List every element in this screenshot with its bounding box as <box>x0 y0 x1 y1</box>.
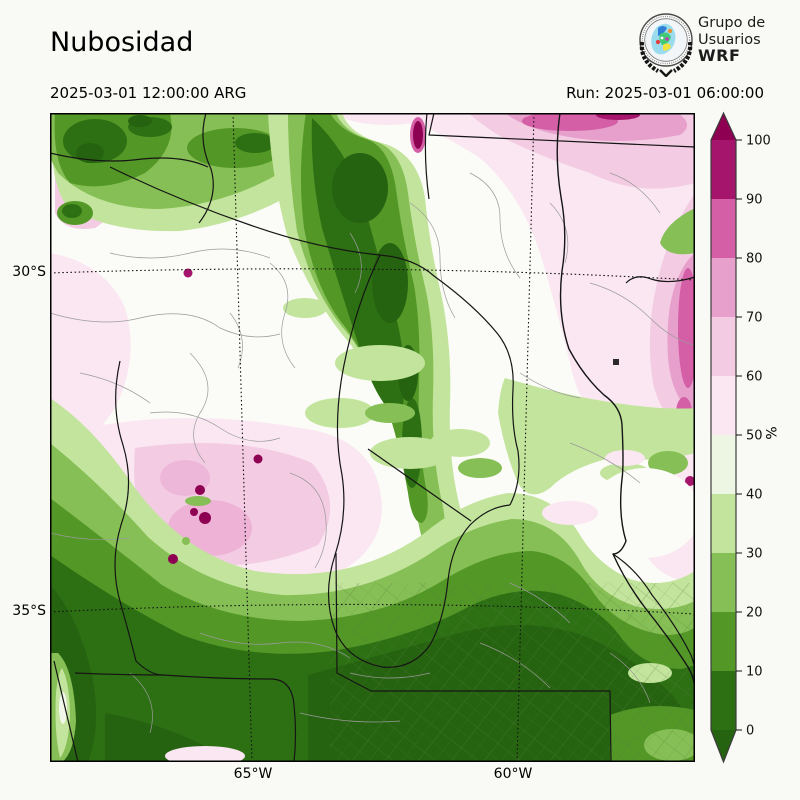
colorbar-tick-label-80: 80 <box>746 252 763 267</box>
colorbar-bin-20-30 <box>711 553 736 612</box>
ytick-30S: 30°S <box>12 264 46 280</box>
colorbar-tick-label-50: 50 <box>746 429 763 444</box>
xtick-65W: 65°W <box>233 766 273 782</box>
cloud-cover-map <box>50 113 695 762</box>
colorbar-tick-label-10: 10 <box>746 665 763 680</box>
logo-line-1: Grupo de <box>698 15 766 31</box>
map-graticule <box>50 113 695 762</box>
colorbar-under-arrow <box>711 730 736 762</box>
map-border <box>50 113 695 762</box>
colorbar-bin-70-80 <box>711 258 736 317</box>
xtick-60W: 60°W <box>493 766 533 782</box>
colorbar-tick-label-70: 70 <box>746 311 763 326</box>
valid-time-label: 2025-03-01 12:00:00 ARG <box>50 84 247 102</box>
emblem-radar-map <box>651 23 676 55</box>
colorbar-bin-50-60 <box>711 376 736 435</box>
colorbar-bin-90-100 <box>711 140 736 199</box>
colorbar-tick-label-100: 100 <box>746 134 771 149</box>
colorbar-tick-label-30: 30 <box>746 547 763 562</box>
colorbar: 0 10 20 30 40 50 60 70 80 90 100 <box>710 111 771 764</box>
logo-wordmark: Grupo de Usuarios WRF <box>698 15 765 65</box>
logo-line-3: WRF <box>698 46 741 65</box>
colorbar-bin-10-20 <box>711 612 736 671</box>
colorbar-tick-label-60: 60 <box>746 370 763 385</box>
map-pink-spot-overlays <box>165 450 695 762</box>
map-province-boundaries <box>50 113 695 762</box>
colorbar-tick-label-40: 40 <box>746 488 763 503</box>
colorbar-tick-label-90: 90 <box>746 193 763 208</box>
colorbar-tick-label-20: 20 <box>746 606 763 621</box>
page-title: Nubosidad <box>50 27 194 58</box>
run-time-label: Run: 2025-03-01 06:00:00 <box>566 84 764 102</box>
logo-line-2: Usuarios <box>698 31 761 48</box>
wrf-users-group-emblem-icon <box>639 13 693 77</box>
colorbar-bin-0-10 <box>711 671 736 730</box>
colorbar-bin-30-40 <box>711 494 736 553</box>
colorbar-bin-60-70 <box>711 317 736 376</box>
colorbar-tick-label-0: 0 <box>746 724 754 739</box>
emblem-laurel-wreath <box>639 41 693 77</box>
ytick-35S: 35°S <box>12 603 46 619</box>
colorbar-bin-40-50 <box>711 435 736 494</box>
map-parcel-texture <box>330 583 695 762</box>
map-admin-boundaries <box>50 172 695 734</box>
colorbar-bin-80-90 <box>711 199 736 258</box>
colorbar-over-arrow <box>711 113 736 140</box>
